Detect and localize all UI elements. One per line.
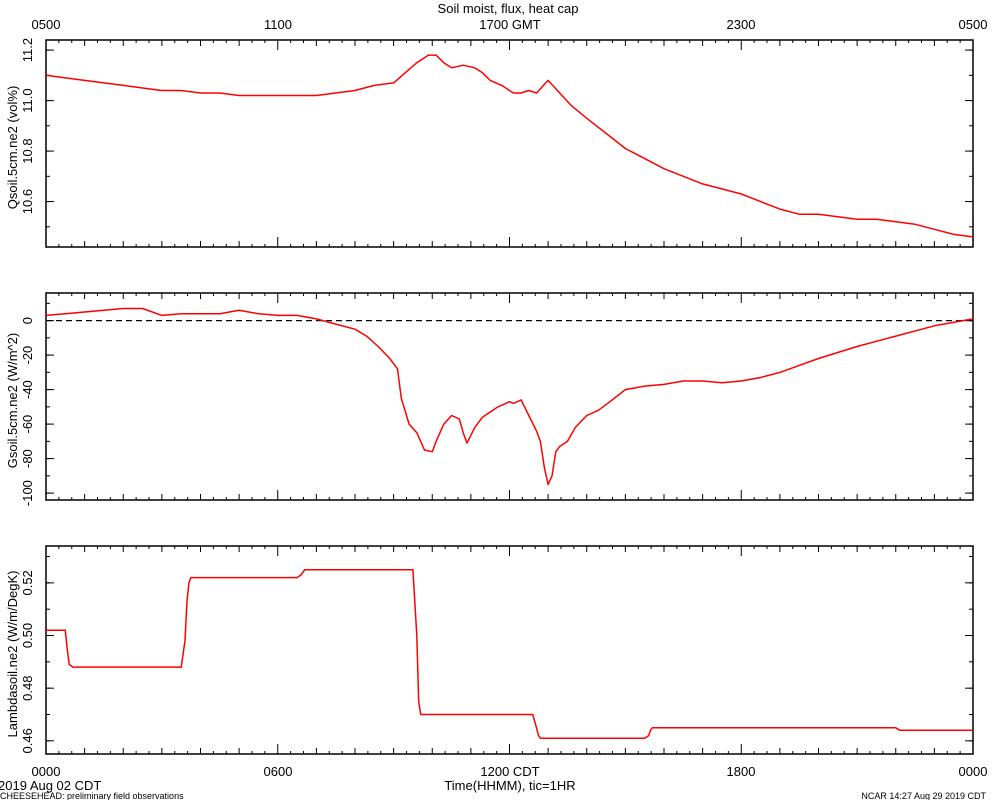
- bottom-tick-label: 1200 CDT: [480, 764, 539, 779]
- top-tick-label: 0500: [959, 17, 988, 32]
- bottom-tick-label: 1800: [727, 764, 756, 779]
- plot-frame: [45, 545, 974, 755]
- y-tick-label: 10.6: [20, 189, 35, 214]
- y-tick-label: 0: [20, 317, 35, 324]
- y-tick-label: -80: [20, 449, 35, 468]
- top-tick-label: 1700 GMT: [479, 17, 540, 32]
- gsoil-panel: -100 -80 -60 -40 -20 0 Gsoil.5cm.ne2 (W/m^2): [5, 292, 974, 506]
- top-axis-ticks: 0500 1100 1700 GMT 2300 0500: [32, 17, 988, 32]
- y-tick-label: -100: [20, 480, 35, 506]
- footer-right: NCAR 14:27 Aug 29 2019 CDT: [861, 791, 986, 800]
- y-tick-label: 0.46: [20, 728, 35, 753]
- x-axis-label: Time(HHMM), tic=1HR: [444, 778, 575, 793]
- bottom-tick-label: 0000: [959, 764, 988, 779]
- series-line-gsoil: [45, 307, 974, 486]
- y-tick-label: 11.2: [20, 38, 35, 62]
- qsoil-panel: 10.6 10.8 11.0 11.2 Qsoil.5cm.ne2 (vol%): [5, 38, 974, 248]
- y-tick-label: -60: [20, 415, 35, 434]
- y-tick-label: 0.48: [20, 676, 35, 701]
- y-tick-label: -20: [20, 346, 35, 365]
- y-tick-label: 0.52: [20, 570, 35, 595]
- y-axis-label: Lambdasoil.ne2 (W/m/DegK): [5, 571, 20, 738]
- y-tick-label: 11.0: [20, 88, 35, 112]
- series-line-qsoil: [45, 54, 974, 238]
- top-tick-label: 1100: [264, 17, 292, 32]
- top-tick-label: 0500: [32, 17, 61, 32]
- plot-frame: [45, 292, 974, 501]
- y-tick-label: -40: [20, 380, 35, 399]
- bottom-tick-label: 0600: [264, 764, 293, 779]
- y-tick-label: 10.8: [20, 138, 35, 163]
- y-tick-label: 0.50: [20, 623, 35, 648]
- y-axis-label: Qsoil.5cm.ne2 (vol%): [5, 86, 20, 210]
- bottom-tick-label: 0000: [32, 764, 61, 779]
- footer-left: CHEESEHEAD: preliminary field observatio…: [0, 791, 184, 800]
- top-tick-label: 2300: [727, 17, 756, 32]
- series-line-lambdasoil: [46, 568, 973, 739]
- y-axis-label: Gsoil.5cm.ne2 (W/m^2): [5, 333, 20, 468]
- date-label: 2019 Aug 02 CDT: [0, 778, 101, 793]
- bottom-axis-ticks: 0000 0600 1200 CDT 1800 0000: [32, 764, 988, 779]
- chart-title: Soil moist, flux, heat cap: [438, 1, 579, 16]
